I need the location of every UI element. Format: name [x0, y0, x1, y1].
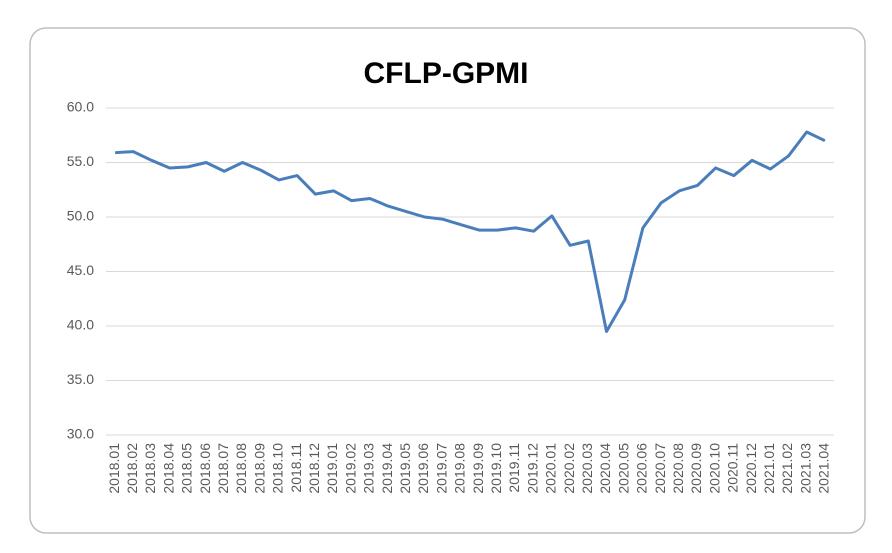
x-tick-label: 2018.12 — [306, 443, 322, 494]
chart-title: CFLP-GPMI — [364, 57, 529, 90]
x-tick-label: 2019.04 — [379, 443, 395, 494]
y-tick-label: 55.0 — [67, 153, 94, 169]
data-line — [115, 130, 826, 333]
x-tick-label: 2021.03 — [797, 443, 813, 494]
x-tick-label: 2020.10 — [706, 443, 722, 494]
x-tick-label: 2018.03 — [142, 443, 158, 494]
x-tick-label: 2020.02 — [561, 443, 577, 494]
y-tick-label: 40.0 — [67, 317, 94, 333]
y-tick-label: 60.0 — [67, 99, 94, 115]
x-tick-label: 2019.12 — [524, 443, 540, 494]
x-tick-label: 2018.04 — [160, 443, 176, 494]
y-tick-label: 45.0 — [67, 262, 94, 278]
x-tick-label: 2018.02 — [124, 443, 140, 494]
x-tick-label: 2020.08 — [670, 443, 686, 494]
x-tick-label: 2021.01 — [761, 443, 777, 494]
x-tick-label: 2020.09 — [688, 443, 704, 494]
x-tick-label: 2019.08 — [452, 443, 468, 494]
x-tick-label: 2020.03 — [579, 443, 595, 494]
x-tick-label: 2018.01 — [106, 443, 122, 494]
x-tick-label: 2018.07 — [215, 443, 231, 494]
x-tick-label: 2019.09 — [470, 443, 486, 494]
x-tick-label: 2020.01 — [543, 443, 559, 494]
y-tick-label: 50.0 — [67, 208, 94, 224]
x-tick-label: 2019.05 — [397, 443, 413, 494]
x-tick-label: 2018.08 — [233, 443, 249, 494]
x-tick-label: 2019.07 — [433, 443, 449, 494]
x-tick-label: 2018.05 — [179, 443, 195, 494]
x-tick-label: 2018.10 — [270, 443, 286, 494]
x-tick-label: 2018.09 — [251, 443, 267, 494]
y-tick-label: 30.0 — [67, 426, 94, 442]
x-tick-label: 2020.12 — [743, 443, 759, 494]
x-tick-label: 2019.10 — [488, 443, 504, 494]
x-tick-label: 2019.02 — [342, 443, 358, 494]
x-tick-label: 2018.11 — [288, 443, 304, 493]
x-tick-label: 2020.05 — [615, 443, 631, 494]
x-tick-label: 2020.11 — [725, 443, 741, 493]
x-tick-label: 2020.06 — [634, 443, 650, 494]
x-tick-label: 2020.07 — [652, 443, 668, 494]
x-tick-label: 2021.02 — [779, 443, 795, 494]
chart-frame — [29, 27, 866, 534]
x-tick-label: 2019.03 — [361, 443, 377, 494]
x-tick-label: 2019.11 — [506, 443, 522, 493]
x-tick-label: 2019.01 — [324, 443, 340, 494]
x-tick-label: 2019.06 — [415, 443, 431, 494]
x-tick-label: 2021.04 — [816, 443, 832, 494]
x-tick-label: 2020.04 — [597, 443, 613, 494]
x-tick-label: 2018.06 — [197, 443, 213, 494]
y-tick-label: 35.0 — [67, 371, 94, 387]
